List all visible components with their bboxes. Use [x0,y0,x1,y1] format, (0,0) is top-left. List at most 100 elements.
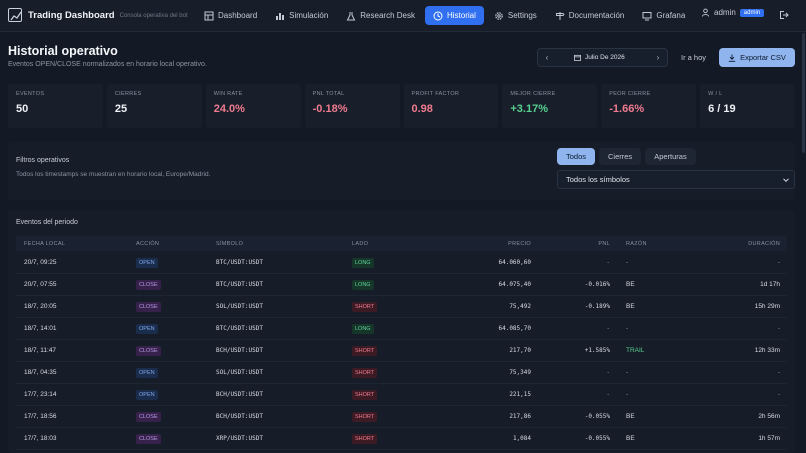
column-header[interactable]: PRECIO [508,241,531,247]
main-nav: Dashboard Simulación Research Desk Histo… [196,6,695,25]
table-row[interactable]: 17/7, 18:03 CLOSE XRP/USDT:USDT SHORT 1,084 -… [16,428,787,450]
bar-chart-icon [276,12,285,20]
export-csv-button[interactable]: Exportar CSV [719,48,795,67]
trend-chart-icon [8,8,22,22]
events-title: Eventos del periodo [16,219,78,226]
month-label[interactable]: Julio De 2026 [574,54,625,61]
table-row[interactable]: 20/7, 09:25 OPEN BTC/USDT:USDT LONG 64.060,6… [16,252,787,274]
table-row[interactable]: 18/7, 20:05 CLOSE SOL/USDT:USDT SHORT 75,492… [16,296,787,318]
cell-reason: - [626,259,629,266]
cell-duration: 1h 57m [758,435,780,442]
kpi-label: PROFIT FACTOR [411,91,460,97]
nav-item-historial[interactable]: Historial [424,6,484,25]
kpi-value: -1.66% [609,103,645,115]
side-badge: SHORT [352,302,378,312]
calendar-icon [574,54,581,61]
side-badge: SHORT [352,346,378,356]
segment-todos[interactable]: Todos [557,148,596,165]
cell-duration: 12h 33m [754,347,780,354]
table-row[interactable]: 17/7, 18:56 CLOSE BCH/USDT:USDT SHORT 217,86… [16,406,787,428]
cell-pnl: -0.189% [584,303,610,310]
table-row[interactable]: 18/7, 14:01 OPEN BTC/USDT:USDT LONG 64.085,7… [16,318,787,340]
table-row[interactable]: 17/7, 23:14 OPEN BCH/USDT:USDT SHORT 221,15 -… [16,384,787,406]
export-label: Exportar CSV [740,53,786,62]
segment-aperturas[interactable]: Aperturas [645,148,696,165]
cell-reason: - [626,391,629,398]
action-badge: OPEN [136,390,158,400]
cell-date: 18/7, 11:47 [24,347,57,354]
action-badge: CLOSE [136,302,161,312]
cell-price: 75,349 [509,369,531,376]
cell-reason: - [626,369,629,376]
cell-pnl: -0.055% [584,435,610,442]
cell-symbol: BTC/USDT:USDT [216,281,263,288]
month-picker: ‹ Julio De 2026 › [537,48,668,67]
download-icon [728,54,736,62]
dashboard-icon [204,11,214,20]
nav-item-dashboard[interactable]: Dashboard [196,6,265,25]
gear-icon [495,11,503,20]
cell-symbol: BCH/USDT:USDT [216,347,263,354]
kpi-label: EVENTOS [16,91,45,97]
table-row[interactable]: 18/7, 04:35 OPEN SOL/USDT:USDT SHORT 75,349 -… [16,362,787,384]
symbol-select[interactable]: Todos los símbolos [557,170,795,189]
scrollbar[interactable] [802,33,805,153]
column-header[interactable]: DURACIÓN [748,241,780,247]
cell-price: 217,86 [509,413,531,420]
events-panel: Eventos del periodo FECHA LOCAL ACCIÓN SÍM… [8,210,795,453]
table-row[interactable]: 20/7, 07:55 CLOSE BTC/USDT:USDT LONG 64.075,… [16,274,787,296]
signpost-icon [555,11,565,20]
cell-date: 17/7, 23:14 [24,391,57,398]
cell-price: 221,15 [509,391,531,398]
side-badge: LONG [352,258,374,268]
side-badge: SHORT [352,390,378,400]
table-row[interactable]: 18/7, 11:47 CLOSE BCH/USDT:USDT SHORT 217,70… [16,340,787,362]
brand[interactable]: Trading Dashboard Consola operativa del … [8,8,188,22]
column-header[interactable]: SÍMBOLO [216,241,244,247]
kpi-card: PEOR CIERRE -1.66% [601,84,697,128]
chevron-left-icon[interactable]: ‹ [545,53,549,62]
action-badge: CLOSE [136,280,161,290]
cell-reason: TRAIL [626,347,645,354]
column-header[interactable]: FECHA LOCAL [24,241,66,247]
side-badge: LONG [352,280,374,290]
cell-reason: - [626,325,629,332]
nav-item-simulacion[interactable]: Simulación [267,6,336,25]
column-header[interactable]: PNL [598,241,610,247]
event-type-toggle: Todos Cierres Aperturas [557,148,696,165]
chevron-right-icon[interactable]: › [656,53,660,62]
action-badge: CLOSE [136,412,161,422]
logout-icon[interactable] [779,10,789,20]
cell-pnl: +1.585% [584,347,610,354]
cell-duration: 2h 56m [758,413,780,420]
cell-price: 64.060,60 [498,259,531,266]
nav-item-documentacion[interactable]: Documentación [547,6,633,25]
column-header[interactable]: RAZÓN [626,241,647,247]
user-name: admin [714,8,736,17]
segment-cierres[interactable]: Cierres [599,148,642,165]
column-header[interactable]: LADO [352,241,369,247]
filters-panel: Filtros operativos Todos los timestamps … [8,142,795,200]
user-menu[interactable]: admin admin [701,8,765,17]
action-badge: CLOSE [136,434,161,444]
cell-symbol: SOL/USDT:USDT [216,303,263,310]
kpi-value: -0.18% [312,103,348,115]
flask-icon [346,11,356,20]
nav-item-settings[interactable]: Settings [486,6,545,25]
cell-price: 75,492 [509,303,531,310]
nav-item-label: Documentación [568,11,625,20]
cell-date: 17/7, 18:56 [24,413,57,420]
kpi-card: EVENTOS 50 [8,84,103,128]
nav-item-research-desk[interactable]: Research Desk [338,6,423,25]
nav-item-label: Historial [446,11,476,20]
kpi-card: PROFIT FACTOR 0.98 [403,84,499,128]
nav-item-grafana[interactable]: Grafana [634,6,693,25]
cell-price: 1,084 [512,435,531,442]
go-to-today-button[interactable]: Ir a hoy [681,53,707,62]
side-badge: LONG [352,324,374,334]
column-header[interactable]: ACCIÓN [136,241,160,247]
cell-symbol: SOL/USDT:USDT [216,369,263,376]
cell-duration: 1d 17h [760,281,780,288]
page-title: Historial operativo [8,44,118,58]
action-badge: OPEN [136,324,158,334]
